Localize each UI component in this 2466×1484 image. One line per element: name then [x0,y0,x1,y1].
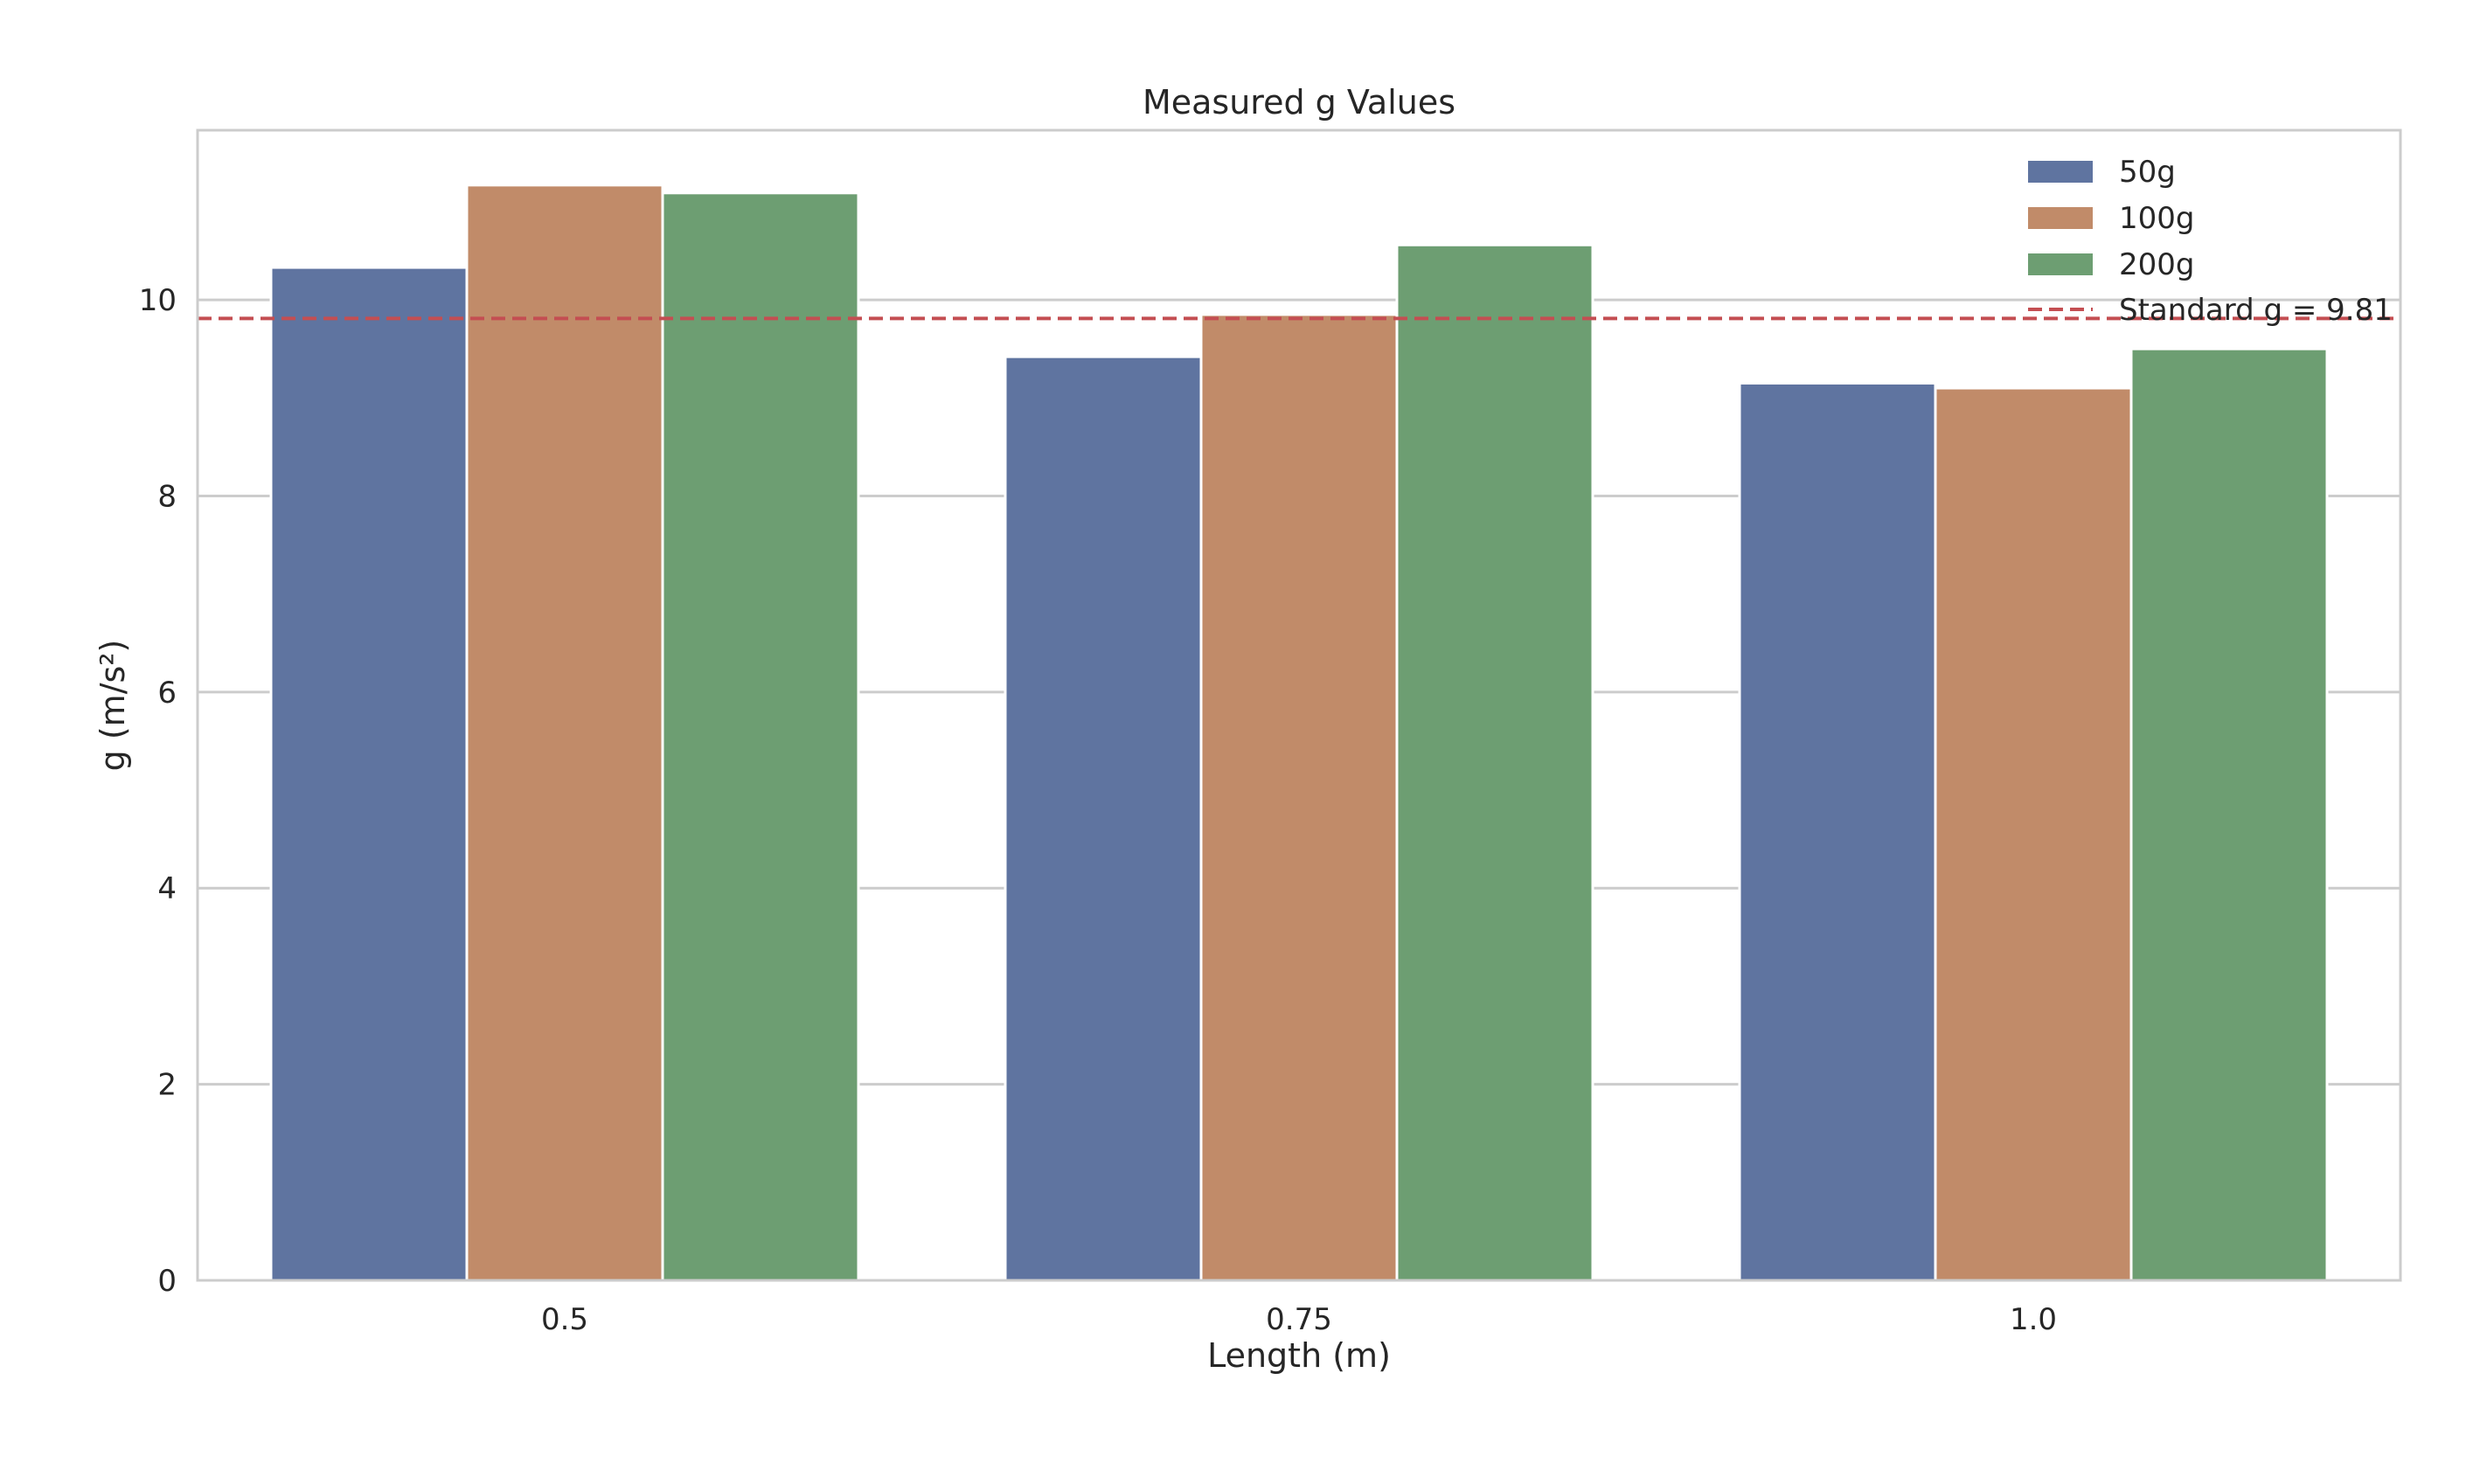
ticks-layer: 0 2 4 6 8 10 0.5 0.75 1.0 [139,283,2057,1337]
plot-frame [196,128,2402,1282]
chart-title: Measured g Values [1143,83,1455,121]
y-tick-label: 6 [157,676,177,711]
legend-swatch-50g [2028,161,2093,183]
x-tick-label: 1.0 [2010,1302,2057,1337]
bar-200g-1.0 [2129,347,2329,1282]
bar-50g-0.5 [269,266,469,1282]
legend-swatch-100g [2028,207,2093,229]
legend-label-100g: 100g [2119,201,2194,236]
bar-100g-1.0 [1934,386,2133,1282]
legend-label-200g: 200g [2119,247,2194,282]
bar-50g-0.75 [1004,355,1203,1282]
legend: 50g 100g 200g Standard g = 9.81 [2028,155,2393,328]
bar-50g-1.0 [1738,381,1937,1282]
bar-100g-0.75 [1199,313,1399,1282]
y-tick-label: 2 [157,1068,177,1103]
x-axis-label: Length (m) [1207,1336,1391,1375]
x-tick-label: 0.75 [1266,1302,1332,1337]
legend-label-50g: 50g [2119,155,2176,190]
y-tick-label: 8 [157,479,177,514]
y-tick-label: 0 [157,1264,177,1299]
bar-100g-0.5 [465,184,664,1282]
legend-swatch-200g [2028,253,2093,275]
bars-layer [269,184,2329,1282]
bar-200g-0.5 [661,191,860,1282]
y-axis-label: g (m/s²) [94,640,132,772]
bar-200g-0.75 [1395,243,1594,1282]
y-tick-label: 4 [157,871,177,906]
y-tick-label: 10 [139,283,177,318]
legend-label-standard-g: Standard g = 9.81 [2119,293,2393,328]
x-tick-label: 0.5 [541,1302,588,1337]
